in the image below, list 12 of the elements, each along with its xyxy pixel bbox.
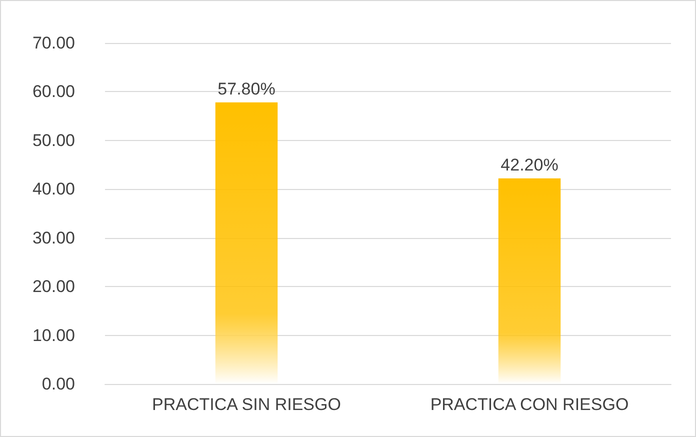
x-tick-label: PRACTICA CON RIESGO	[430, 395, 629, 414]
y-tick-label: 50.00	[32, 130, 75, 150]
y-tick-label: 30.00	[32, 228, 75, 248]
y-tick-label: 40.00	[32, 180, 75, 199]
y-tick-label: 60.00	[32, 82, 75, 102]
y-tick-label: 10.00	[32, 326, 75, 345]
data-label: 57.80%	[218, 79, 276, 98]
y-tick-label: 0.00	[42, 374, 75, 394]
x-tick-label: PRACTICA SIN RIESGO	[152, 395, 341, 414]
y-tick-label: 20.00	[32, 277, 75, 296]
data-label: 42.20%	[500, 155, 558, 174]
y-tick-label: 70.00	[32, 34, 75, 52]
